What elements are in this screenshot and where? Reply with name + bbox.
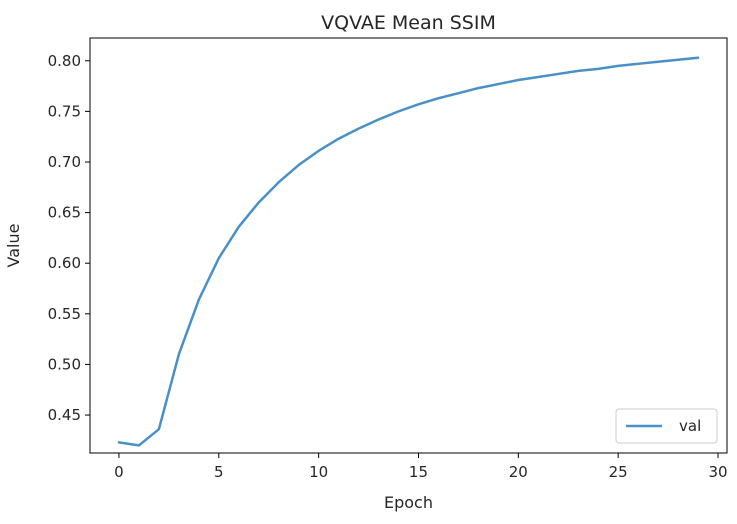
legend-label-val: val <box>679 417 701 435</box>
x-tick-label: 20 <box>509 463 528 481</box>
chart-title: VQVAE Mean SSIM <box>321 12 496 34</box>
y-axis-label: Value <box>4 224 23 268</box>
y-tick-label: 0.45 <box>48 406 81 424</box>
series-layer <box>117 56 700 447</box>
y-tick-label: 0.50 <box>48 355 81 373</box>
legend-box <box>615 408 718 444</box>
y-axis: 0.45 0.50 0.55 0.60 0.65 0.70 0.75 0.80 <box>48 52 90 424</box>
x-axis: 0 5 10 15 20 25 30 <box>114 453 728 481</box>
x-tick-label: 25 <box>609 463 628 481</box>
x-tick-label: 0 <box>114 463 124 481</box>
plot-frame <box>89 37 728 454</box>
x-axis-label: Epoch <box>384 493 433 512</box>
y-tick-label: 0.60 <box>48 254 81 272</box>
y-tick-label: 0.65 <box>48 204 81 222</box>
y-tick-label: 0.80 <box>48 52 81 70</box>
x-tick-label: 10 <box>309 463 328 481</box>
series-line-val <box>117 56 700 447</box>
x-tick-label: 5 <box>214 463 224 481</box>
x-tick-label: 30 <box>708 463 727 481</box>
legend: val <box>615 408 718 444</box>
y-tick-label: 0.75 <box>48 102 81 120</box>
y-tick-label: 0.55 <box>48 305 81 323</box>
x-tick-label: 15 <box>409 463 428 481</box>
y-tick-label: 0.70 <box>48 153 81 171</box>
